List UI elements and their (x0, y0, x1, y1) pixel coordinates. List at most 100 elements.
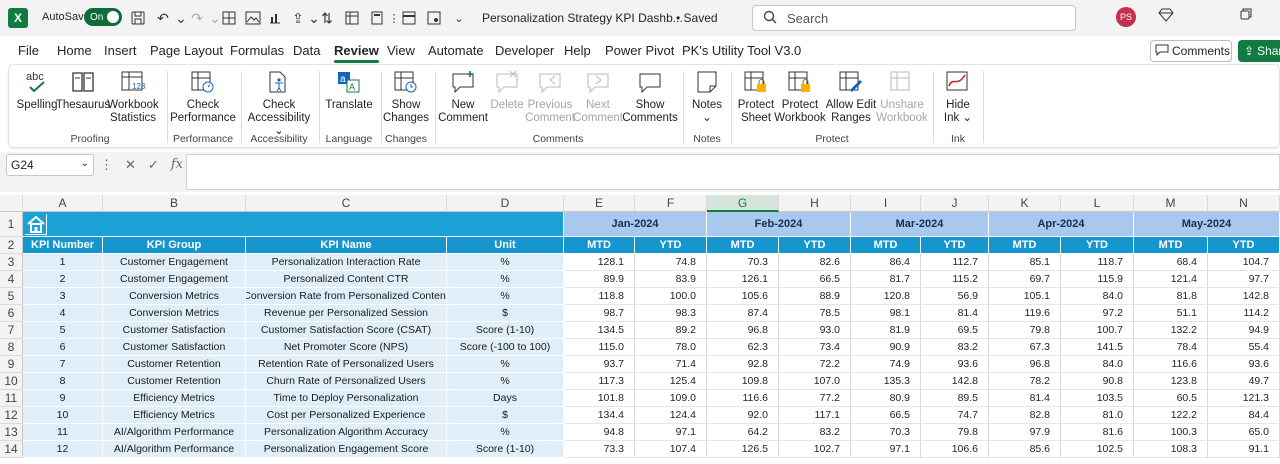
unit-cell[interactable]: $ (447, 407, 564, 424)
protect-workbook-button[interactable]: Protect Workbook (774, 69, 826, 125)
ytd-value-cell[interactable]: 84.0 (1061, 356, 1134, 373)
mtd-value-cell[interactable]: 117.3 (564, 373, 635, 390)
ytd-value-cell[interactable]: 114.2 (1208, 305, 1280, 322)
mtd-value-cell[interactable]: 115.0 (564, 339, 635, 356)
ytd-value-cell[interactable]: 66.5 (779, 271, 851, 288)
ytd-value-cell[interactable]: 90.8 (1061, 373, 1134, 390)
tab-page-layout[interactable]: Page Layout (150, 43, 224, 58)
mtd-value-cell[interactable]: 123.8 (1134, 373, 1208, 390)
ytd-value-cell[interactable]: 107.0 (779, 373, 851, 390)
kpi-group-cell[interactable]: Customer Engagement (103, 271, 246, 288)
ytd-value-cell[interactable]: 102.7 (779, 441, 851, 458)
name-box[interactable]: G24 ⌄ (6, 154, 94, 176)
mtd-value-cell[interactable]: 90.9 (851, 339, 921, 356)
check-accessibility-button[interactable]: Check Accessibility ⌄ (245, 69, 313, 138)
mtd-value-cell[interactable]: 135.3 (851, 373, 921, 390)
new-comment-button[interactable]: New Comment (438, 69, 488, 125)
tab-formulas[interactable]: Formulas (230, 43, 285, 58)
show-changes-button[interactable]: Show Changes (383, 69, 429, 125)
restore-window-icon[interactable] (1240, 8, 1252, 20)
ytd-value-cell[interactable]: 142.8 (921, 373, 989, 390)
row-header-6[interactable]: 6 (0, 305, 23, 322)
workbook-statistics-button[interactable]: 123 Workbook Statistics (107, 69, 159, 125)
ytd-value-cell[interactable]: 78.0 (635, 339, 707, 356)
ytd-value-cell[interactable]: 98.3 (635, 305, 707, 322)
mtd-value-cell[interactable]: 128.1 (564, 254, 635, 271)
kpi-number-cell[interactable]: 10 (23, 407, 103, 424)
more-options-icon[interactable]: ⋮ (388, 12, 400, 25)
mtd-value-cell[interactable]: 51.1 (1134, 305, 1208, 322)
mtd-value-cell[interactable]: 96.8 (707, 322, 779, 339)
allow-edit-ranges-button[interactable]: Allow Edit Ranges (825, 69, 877, 125)
tab-power-pivot[interactable]: Power Pivot (605, 43, 675, 58)
mtd-value-cell[interactable]: 78.2 (989, 373, 1061, 390)
kpi-name-cell[interactable]: Conversion Rate from Personalized Conten… (246, 288, 447, 305)
ytd-value-cell[interactable]: 81.4 (921, 305, 989, 322)
kpi-name-cell[interactable]: Customer Satisfaction Score (CSAT) (246, 322, 447, 339)
share-dropdown-icon[interactable]: ⌄ (308, 9, 320, 26)
chart-icon[interactable] (266, 9, 284, 27)
redo-icon[interactable]: ↷ (191, 9, 203, 26)
row-header-1[interactable]: 1 (0, 212, 23, 237)
ytd-value-cell[interactable]: 142.8 (1208, 288, 1280, 305)
mtd-value-cell[interactable]: 89.9 (564, 271, 635, 288)
unit-cell[interactable]: $ (447, 305, 564, 322)
select-all-corner[interactable] (0, 195, 23, 212)
column-header-g[interactable]: G (707, 195, 779, 212)
mtd-value-cell[interactable]: 132.2 (1134, 322, 1208, 339)
ytd-value-cell[interactable]: 83.2 (921, 339, 989, 356)
mtd-value-cell[interactable]: 97.1 (851, 441, 921, 458)
kpi-number-cell[interactable]: 4 (23, 305, 103, 322)
tab-view[interactable]: View (387, 43, 415, 58)
mtd-value-cell[interactable]: 101.8 (564, 390, 635, 407)
kpi-name-cell[interactable]: Time to Deploy Personalization (246, 390, 447, 407)
sort-icon[interactable]: ⇅ (321, 9, 333, 26)
ytd-value-cell[interactable]: 106.6 (921, 441, 989, 458)
mtd-value-cell[interactable]: 85.6 (989, 441, 1061, 458)
share-export-icon[interactable]: ⇪ (292, 9, 304, 26)
unit-cell[interactable]: Score (-100 to 100) (447, 339, 564, 356)
column-header-c[interactable]: C (246, 195, 447, 212)
saved-status[interactable]: • Saved (676, 11, 718, 25)
mtd-value-cell[interactable]: 92.8 (707, 356, 779, 373)
mtd-value-cell[interactable]: 82.8 (989, 407, 1061, 424)
kpi-number-cell[interactable]: 7 (23, 356, 103, 373)
column-header-l[interactable]: L (1061, 195, 1134, 212)
ytd-value-cell[interactable]: 89.5 (921, 390, 989, 407)
mtd-value-cell[interactable]: 60.5 (1134, 390, 1208, 407)
row-header-11[interactable]: 11 (0, 390, 23, 407)
mtd-value-cell[interactable]: 121.4 (1134, 271, 1208, 288)
formula-input[interactable] (186, 154, 1280, 190)
kpi-number-cell[interactable]: 12 (23, 441, 103, 458)
insert-function-icon[interactable]: fx (170, 157, 183, 172)
mtd-value-cell[interactable]: 70.3 (707, 254, 779, 271)
undo-icon[interactable]: ↶ (157, 9, 169, 26)
avatar[interactable]: PS (1116, 7, 1136, 27)
tab-home[interactable]: Home (57, 43, 92, 58)
name-box-dropdown-icon[interactable]: ⌄ (80, 158, 89, 169)
ytd-value-cell[interactable]: 74.8 (635, 254, 707, 271)
unit-cell[interactable]: Score (1-10) (447, 441, 564, 458)
row-header-7[interactable]: 7 (0, 322, 23, 339)
kpi-group-cell[interactable]: Customer Satisfaction (103, 339, 246, 356)
kpi-group-cell[interactable]: Customer Retention (103, 356, 246, 373)
ytd-value-cell[interactable]: 93.0 (779, 322, 851, 339)
mtd-value-cell[interactable]: 64.2 (707, 424, 779, 441)
ytd-value-cell[interactable]: 55.4 (1208, 339, 1280, 356)
kpi-name-cell[interactable]: Retention Rate of Personalized Users (246, 356, 447, 373)
ytd-value-cell[interactable]: 84.0 (1061, 288, 1134, 305)
mtd-value-cell[interactable]: 87.4 (707, 305, 779, 322)
tab-review[interactable]: Review (334, 43, 379, 63)
ytd-value-cell[interactable]: 112.7 (921, 254, 989, 271)
form-icon[interactable] (425, 9, 443, 27)
column-header-k[interactable]: K (989, 195, 1061, 212)
kpi-group-cell[interactable]: Customer Satisfaction (103, 322, 246, 339)
mtd-value-cell[interactable]: 98.1 (851, 305, 921, 322)
table-icon[interactable] (343, 9, 361, 27)
column-header-j[interactable]: J (921, 195, 989, 212)
mtd-value-cell[interactable]: 81.8 (1134, 288, 1208, 305)
mtd-value-cell[interactable]: 80.9 (851, 390, 921, 407)
ytd-value-cell[interactable]: 117.1 (779, 407, 851, 424)
comments-button[interactable]: Comments (1150, 40, 1232, 62)
